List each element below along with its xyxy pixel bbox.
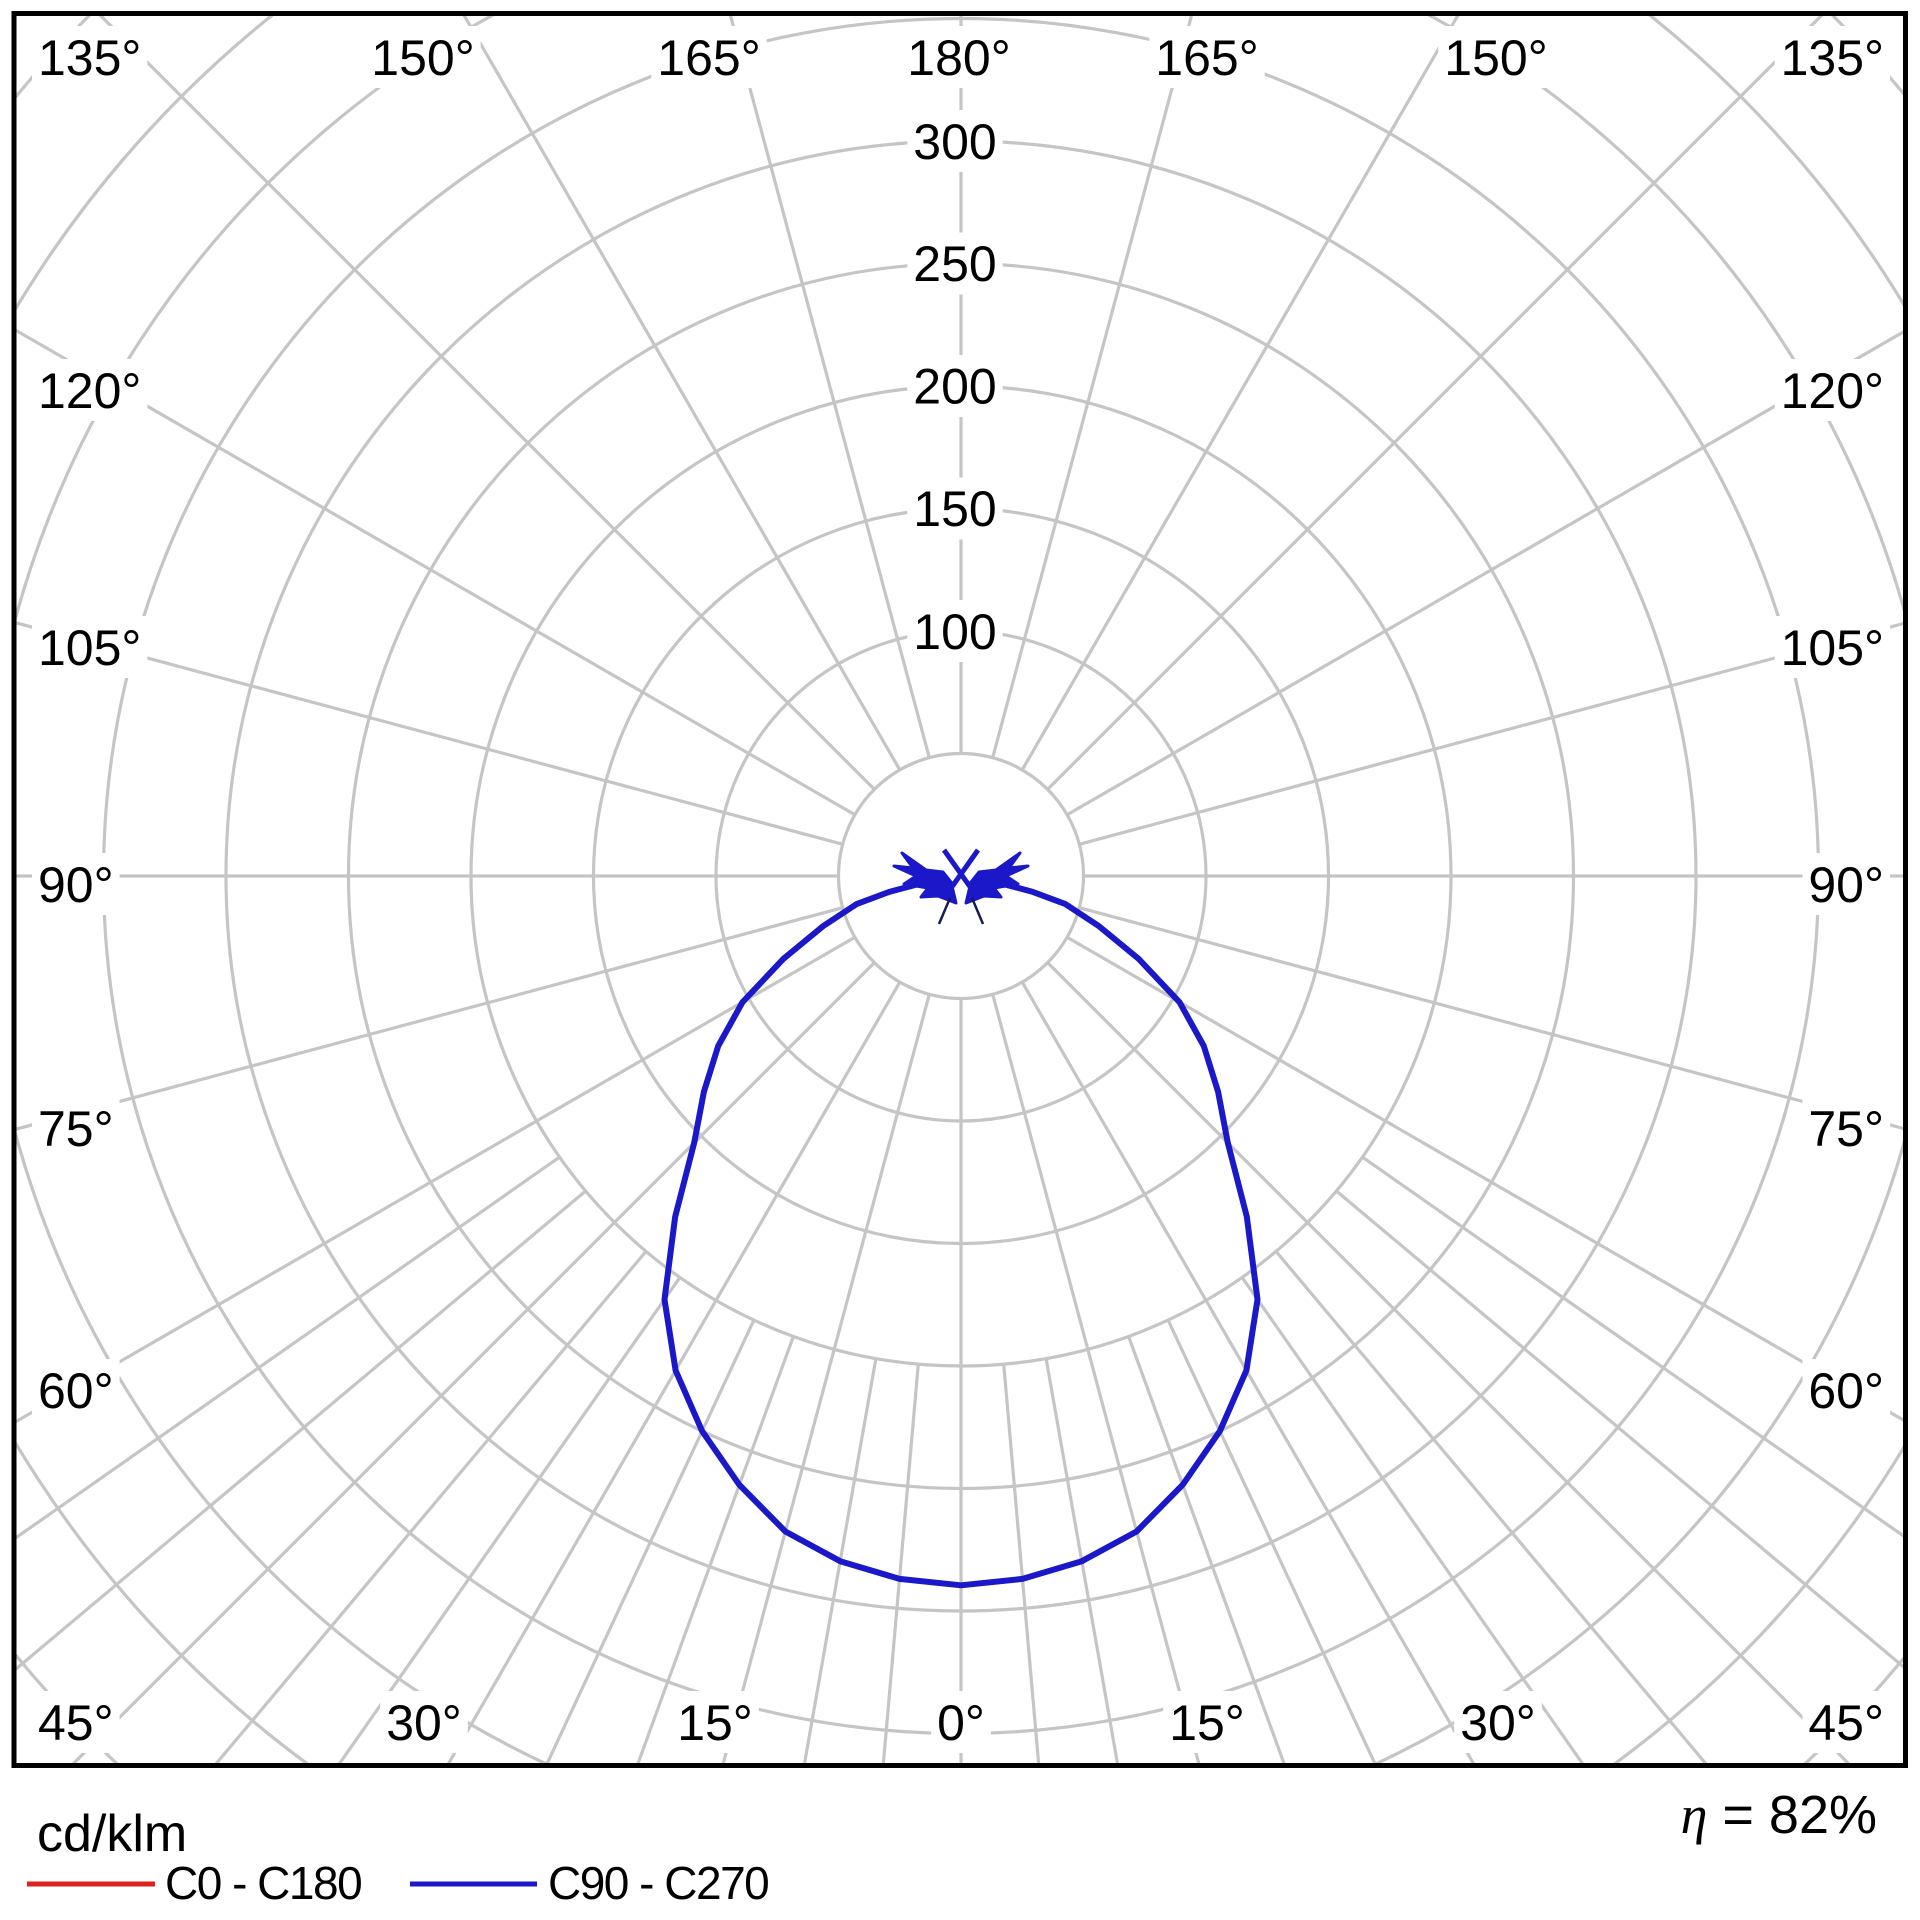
svg-text:15°: 15° — [1169, 1695, 1245, 1751]
svg-text:250: 250 — [913, 236, 996, 292]
svg-text:150: 150 — [913, 481, 996, 537]
svg-text:90°: 90° — [1808, 857, 1884, 913]
svg-text:45°: 45° — [38, 1695, 114, 1751]
svg-text:η = 82%: η = 82% — [1681, 1785, 1877, 1845]
svg-text:105°: 105° — [38, 620, 141, 676]
svg-text:75°: 75° — [38, 1101, 114, 1157]
svg-text:150°: 150° — [371, 30, 474, 86]
svg-text:150°: 150° — [1444, 30, 1547, 86]
svg-text:200: 200 — [913, 359, 996, 415]
svg-text:cd/klm: cd/klm — [37, 1805, 187, 1863]
svg-text:30°: 30° — [386, 1695, 462, 1751]
svg-text:C0 - C180: C0 - C180 — [165, 1857, 361, 1909]
svg-text:135°: 135° — [38, 30, 141, 86]
svg-text:300: 300 — [913, 114, 996, 170]
svg-text:60°: 60° — [38, 1363, 114, 1419]
svg-text:75°: 75° — [1808, 1101, 1884, 1157]
svg-text:135°: 135° — [1781, 30, 1884, 86]
svg-text:15°: 15° — [677, 1695, 753, 1751]
svg-text:30°: 30° — [1460, 1695, 1536, 1751]
svg-text:45°: 45° — [1808, 1695, 1884, 1751]
svg-text:120°: 120° — [1781, 363, 1884, 419]
svg-text:165°: 165° — [1155, 30, 1258, 86]
svg-text:165°: 165° — [657, 30, 760, 86]
svg-text:60°: 60° — [1808, 1363, 1884, 1419]
svg-text:100: 100 — [913, 604, 996, 660]
svg-text:180°: 180° — [907, 30, 1010, 86]
svg-text:120°: 120° — [38, 363, 141, 419]
svg-text:0°: 0° — [937, 1695, 985, 1751]
svg-text:C90 - C270: C90 - C270 — [548, 1857, 768, 1909]
svg-text:90°: 90° — [38, 857, 114, 913]
svg-text:105°: 105° — [1781, 620, 1884, 676]
